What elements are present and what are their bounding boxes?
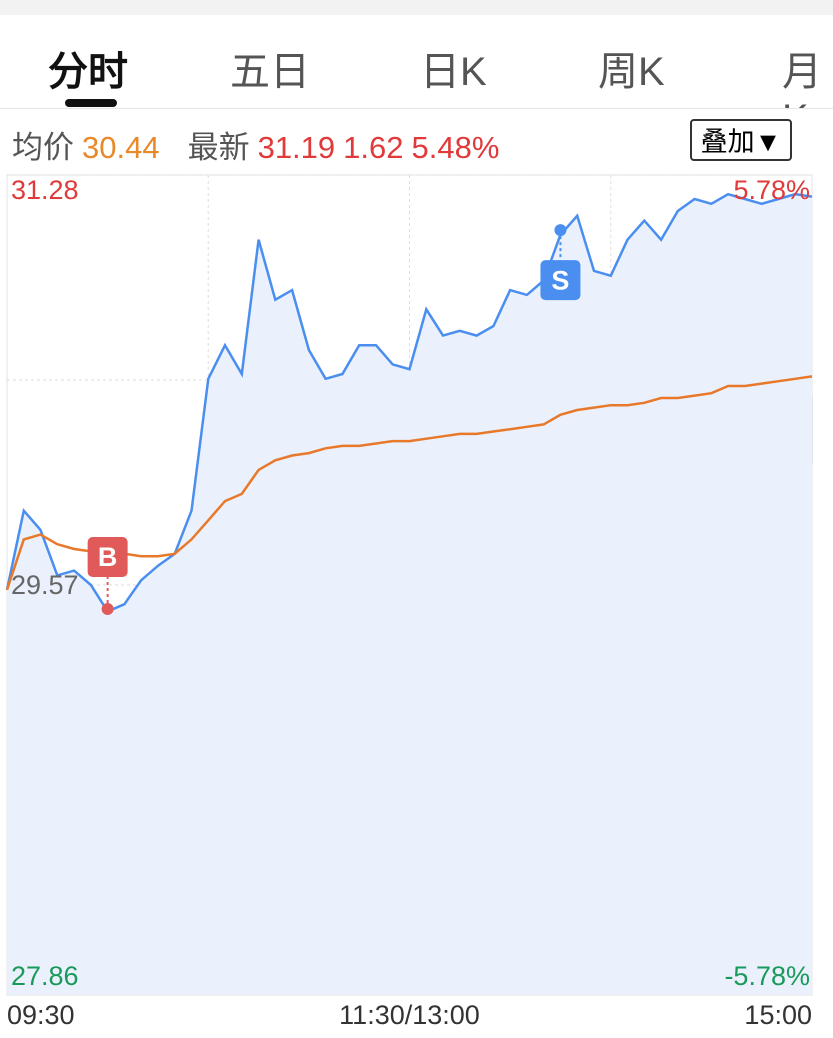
y-tick-label: 27.86 [11, 961, 79, 991]
x-tick-label: 09:30 [7, 1000, 75, 1030]
change-pct: 5.48% [411, 130, 500, 165]
trade-label: S [551, 265, 569, 295]
y-tick-label: 31.28 [11, 175, 79, 205]
trade-point [101, 602, 114, 615]
tab-indicator [65, 99, 117, 107]
change: 1.62 [343, 130, 404, 165]
tab[interactable]: 日K [420, 50, 487, 94]
average-line [5, 375, 813, 591]
latest-value: 31.19 [257, 130, 336, 165]
tab[interactable]: 月K [782, 50, 822, 108]
y2-tick-label: 5.78% [733, 175, 810, 205]
x-tick-label: 15:00 [744, 1000, 812, 1030]
status-strip [0, 0, 833, 15]
avg-label: 均价 [12, 130, 74, 165]
trade-badge [540, 260, 581, 301]
avg-value: 30.44 [82, 130, 160, 165]
trade-label: B [98, 542, 118, 572]
tab-bar: 分时 五日 日K 周K 月K [0, 15, 833, 109]
y2-tick-label: -5.78% [724, 961, 810, 991]
quote-header: 均价 30.44 最新 31.19 1.62 5.48% [12, 122, 507, 167]
latest-label: 最新 [187, 130, 250, 165]
overlay-button[interactable]: 叠加▼ [690, 119, 792, 161]
tab[interactable]: 分时 [48, 50, 128, 94]
tab[interactable]: 周K [598, 50, 665, 94]
price-area [7, 194, 812, 995]
trade-point [554, 224, 567, 237]
trade-badge [87, 536, 128, 577]
x-tick-label: 11:30/13:00 [339, 1000, 480, 1030]
y-tick-label: 29.57 [11, 570, 79, 600]
tab[interactable]: 五日 [230, 50, 310, 94]
price-line [5, 192, 813, 613]
